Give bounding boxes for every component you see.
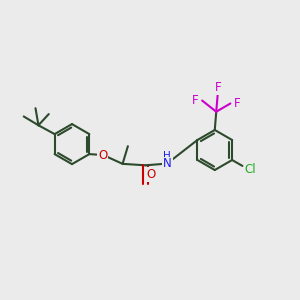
Text: F: F bbox=[214, 81, 221, 94]
Text: Cl: Cl bbox=[245, 163, 256, 176]
Text: H: H bbox=[164, 152, 171, 161]
Text: F: F bbox=[192, 94, 199, 107]
Text: O: O bbox=[98, 148, 107, 161]
Text: O: O bbox=[146, 168, 155, 181]
Text: F: F bbox=[233, 97, 240, 110]
Text: N: N bbox=[163, 157, 172, 170]
